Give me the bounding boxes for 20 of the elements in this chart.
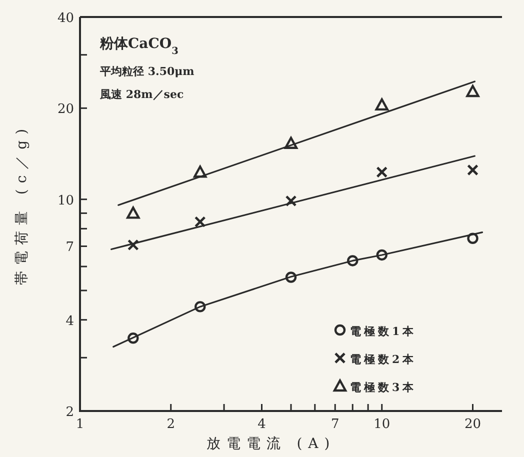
- x-tick-label: 7: [330, 417, 340, 432]
- y-axis-title: 帯電荷量 (c／g): [14, 122, 30, 286]
- x-tick-label: 20: [464, 417, 482, 432]
- y-tick-label: 20: [57, 102, 74, 118]
- y-tick-label: 4: [66, 314, 74, 329]
- annotation: 風速 28m／sec: [99, 88, 184, 101]
- y-tick-label: 2: [66, 405, 74, 420]
- legend-label: 電極数3本: [350, 381, 417, 394]
- y-tick-label: 10: [57, 193, 74, 208]
- text: 粉体CaCO$_{3}$: [99, 36, 179, 56]
- annotation: 平均粒径 3.50μm: [99, 65, 195, 78]
- x-axis-title: 放電電流 (A): [206, 436, 336, 452]
- legend-label: 電極数1本: [350, 325, 417, 338]
- x-tick-label: 4: [258, 417, 266, 432]
- x-tick-label: 1: [76, 417, 84, 432]
- legend-label: 電極数2本: [350, 353, 417, 366]
- y-tick-label: 7: [66, 240, 74, 256]
- x-tick-label: 10: [374, 417, 390, 432]
- x-tick-label: 2: [166, 417, 176, 432]
- y-tick-label: 40: [57, 11, 74, 26]
